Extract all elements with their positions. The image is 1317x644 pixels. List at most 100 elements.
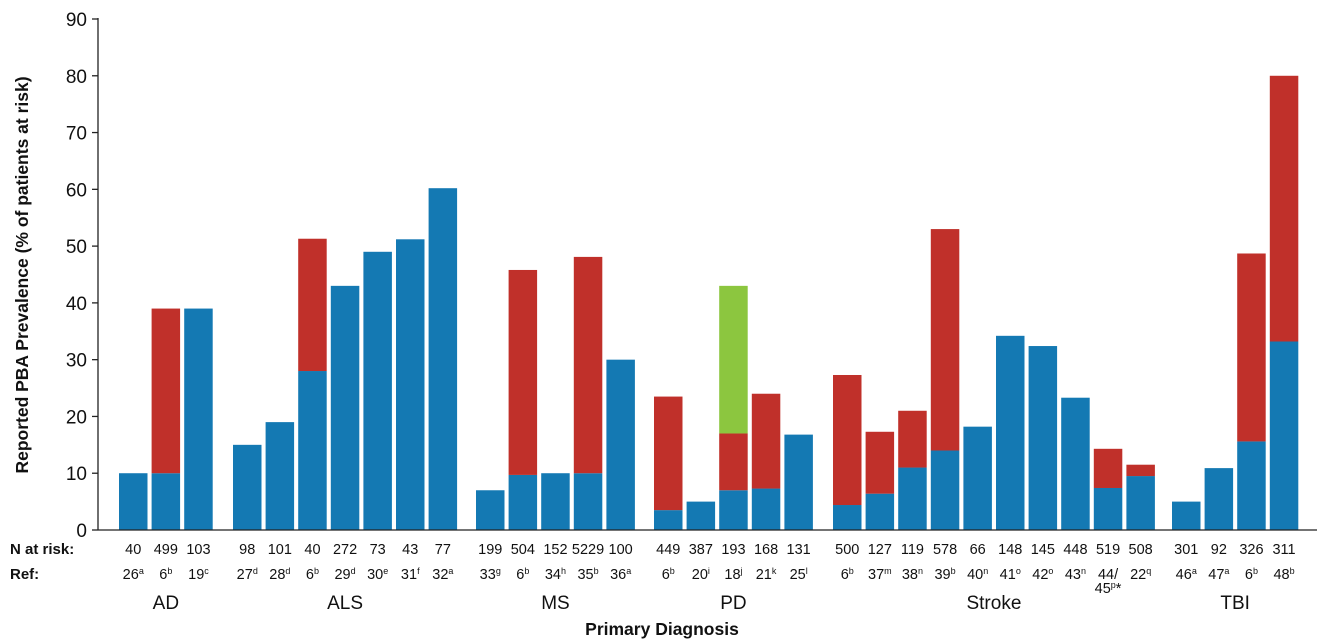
n-at-risk-value: 127	[868, 542, 892, 558]
y-tick-label: 30	[66, 351, 87, 372]
ref-value: 27d	[237, 566, 258, 583]
n-at-risk-value: 326	[1239, 542, 1263, 558]
y-tick-label: 10	[66, 464, 87, 485]
n-at-risk-value: 578	[933, 542, 957, 558]
y-axis: 0 10 20 30 40 50 60 70 80 90	[66, 10, 99, 542]
ref-value: 39b	[934, 566, 955, 583]
bar-segment-blue	[963, 426, 992, 530]
ref-value: 36a	[610, 566, 631, 583]
y-tick-label: 50	[66, 237, 87, 258]
bar-segment-blue	[686, 501, 716, 530]
bar-segment-blue	[298, 371, 327, 530]
n-at-risk-value: 101	[268, 542, 292, 558]
n-at-risk-value: 40	[304, 542, 320, 558]
group-label: ALS	[327, 593, 363, 614]
ref-value: 19c	[188, 566, 209, 583]
ref-value: 30e	[367, 566, 388, 583]
ref-value: 47a	[1208, 566, 1229, 583]
ref-value: 21k	[756, 566, 777, 583]
bar-segment-red	[654, 396, 683, 511]
n-at-risk-value: 77	[435, 542, 451, 558]
bar-segment-blue	[833, 505, 862, 530]
bar-segment-blue	[719, 490, 748, 530]
bar-segment-red	[1237, 253, 1266, 442]
bar-segment-blue	[1237, 441, 1266, 530]
bar-segment-red	[751, 393, 781, 489]
bar-segment-blue	[476, 490, 505, 530]
bar-segment-blue	[265, 422, 295, 530]
bar-segment-blue	[508, 474, 538, 530]
bar-segment-green	[719, 285, 748, 434]
ref-value: 32a	[432, 566, 453, 583]
n-at-risk-value: 519	[1096, 542, 1120, 558]
n-at-risk-value: 500	[835, 542, 859, 558]
bar-segment-blue	[396, 239, 425, 530]
ref-value: 34h	[545, 566, 566, 583]
y-tick-label: 90	[66, 10, 87, 31]
bar-segment-red	[508, 269, 538, 475]
n-at-risk-value: 119	[901, 542, 924, 558]
x-axis-title: Primary Diagnosis	[585, 619, 739, 639]
ref-value: 48b	[1273, 566, 1294, 583]
n-at-risk-value: 43	[402, 542, 418, 558]
bar-segment-red	[1126, 464, 1155, 477]
ref-value: 26a	[123, 566, 144, 583]
n-at-risk-value: 504	[511, 542, 535, 558]
ref-value: 43n	[1065, 566, 1086, 583]
bar-segment-blue	[184, 308, 213, 530]
data-table: 40 26a 499 6b 103 19c AD 98 27d 101 28d 40 6b 272 29d 7…	[123, 542, 1296, 614]
ref-value: 38n	[902, 566, 923, 583]
ref-value: 6b	[662, 566, 675, 583]
bars-layer	[119, 75, 1299, 531]
bar-segment-blue	[784, 434, 813, 530]
n-at-risk-value: 131	[787, 542, 811, 558]
group-label: TBI	[1220, 593, 1250, 614]
n-at-risk-value: 148	[998, 542, 1022, 558]
ref-value: 6b	[159, 566, 172, 583]
n-at-risk-row-label: N at risk:	[10, 541, 74, 558]
ref-value: 6b	[1245, 566, 1258, 583]
ref-value: 31f	[401, 566, 420, 583]
y-axis-title: Reported PBA Prevalence (% of patients a…	[12, 76, 32, 473]
bar-segment-blue	[930, 450, 960, 530]
bar-segment-blue	[898, 467, 927, 530]
bar-segment-blue	[330, 285, 360, 530]
ref-value: 6b	[516, 566, 529, 583]
bar-segment-blue	[751, 488, 781, 530]
ref-row-label: Ref:	[10, 566, 39, 583]
y-tick-label: 80	[66, 67, 87, 88]
ref-value: 41o	[1000, 566, 1021, 583]
ref-value: 6b	[841, 566, 854, 583]
ref-value: 20i	[692, 566, 710, 583]
bar-segment-blue	[865, 493, 895, 530]
bar-segment-red	[930, 229, 960, 451]
bar-segment-blue	[606, 359, 635, 530]
ref-value: 37m	[868, 566, 892, 583]
ref-value: 40n	[967, 566, 988, 583]
ref-value: 18j	[724, 566, 742, 583]
bar-segment-red	[1269, 75, 1299, 342]
n-at-risk-value: 449	[656, 542, 680, 558]
bar-segment-blue	[1093, 487, 1123, 530]
y-tick-label: 70	[66, 124, 87, 145]
n-at-risk-value: 301	[1174, 542, 1198, 558]
ref-value: 35b	[577, 566, 598, 583]
n-at-risk-value: 100	[609, 542, 633, 558]
ref-value: 46a	[1176, 566, 1197, 583]
bar-segment-blue	[1061, 397, 1090, 530]
group-label: MS	[541, 593, 570, 614]
n-at-risk-value: 5229	[572, 542, 604, 558]
n-at-risk-value: 508	[1129, 542, 1153, 558]
bar-segment-blue	[151, 473, 181, 530]
n-at-risk-value: 168	[754, 542, 778, 558]
ref-value: 33g	[480, 566, 501, 583]
bar-segment-red	[865, 431, 895, 494]
bar-segment-blue	[996, 335, 1025, 530]
n-at-risk-value: 145	[1031, 542, 1055, 558]
y-tick-label: 20	[66, 407, 87, 428]
n-at-risk-value: 387	[689, 542, 713, 558]
n-at-risk-value: 98	[239, 542, 255, 558]
ref-value: 6b	[306, 566, 319, 583]
n-at-risk-value: 199	[478, 542, 502, 558]
